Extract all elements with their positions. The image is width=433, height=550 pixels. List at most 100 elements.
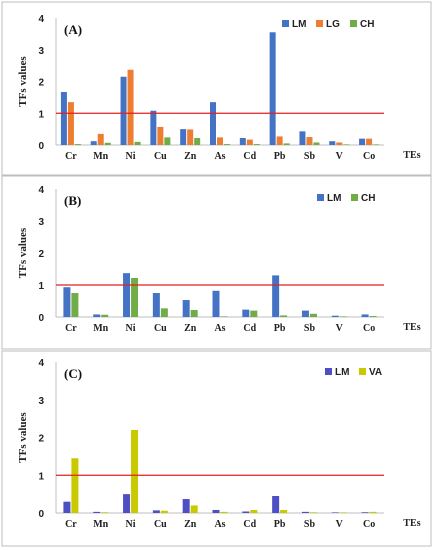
bar-lm-zn bbox=[180, 129, 187, 146]
panel-label: (B) bbox=[64, 193, 81, 208]
legend-label-lg: LG bbox=[326, 19, 340, 30]
x-tick-label: Zn bbox=[184, 323, 197, 334]
bar-lm-cd bbox=[239, 138, 246, 145]
x-tick-label: Pb bbox=[274, 519, 286, 530]
bar-ch-as bbox=[224, 144, 230, 145]
y-tick-label: 2 bbox=[38, 434, 44, 445]
x-tick-label: Mn bbox=[93, 323, 108, 334]
bar-ch-cu bbox=[164, 137, 171, 145]
bar-lm-sb bbox=[301, 310, 309, 317]
bar-lm-ni bbox=[120, 76, 127, 145]
legend-label-ch: CH bbox=[360, 19, 374, 30]
bar-lg-cr bbox=[67, 102, 74, 145]
panel-label: (A) bbox=[64, 22, 82, 37]
bar-ch-zn bbox=[190, 309, 198, 317]
bar-lm-v bbox=[331, 315, 339, 317]
bar-lg-v bbox=[336, 142, 343, 145]
bar-ch-sb bbox=[309, 313, 317, 317]
y-tick-label: 3 bbox=[38, 396, 44, 407]
bar-va-zn bbox=[190, 505, 198, 513]
bar-lg-mn bbox=[97, 133, 104, 145]
bar-lm-as bbox=[210, 102, 216, 145]
bar-ch-zn bbox=[194, 138, 201, 145]
x-tick-label: As bbox=[214, 323, 225, 334]
x-tick-label: V bbox=[336, 519, 344, 530]
bar-ch-pb bbox=[283, 143, 290, 145]
bar-ch-cu bbox=[160, 308, 168, 317]
bar-lm-co bbox=[359, 138, 366, 145]
bar-ch-cd bbox=[250, 310, 258, 317]
bar-lg-cd bbox=[246, 139, 253, 145]
bar-lm-v bbox=[329, 141, 336, 145]
y-tick-label: 0 bbox=[38, 313, 44, 324]
x-tick-label: Pb bbox=[274, 151, 286, 162]
bar-ch-v bbox=[343, 144, 350, 145]
legend-swatch-lm bbox=[325, 368, 332, 375]
bar-va-cd bbox=[250, 509, 258, 513]
legend-swatch-ch bbox=[351, 194, 358, 201]
bar-lg-zn bbox=[187, 129, 194, 145]
legend-swatch-lm bbox=[282, 20, 289, 27]
x-tick-label: Co bbox=[363, 151, 375, 162]
legend-label-va: VA bbox=[369, 367, 382, 378]
bar-va-mn bbox=[101, 512, 109, 513]
bar-lm-sb bbox=[301, 511, 309, 513]
x-tick-label: Cd bbox=[243, 519, 256, 530]
bar-lg-pb bbox=[276, 136, 283, 145]
legend-label-lm: LM bbox=[292, 19, 306, 30]
x-axis-title: TEs bbox=[403, 150, 420, 161]
y-axis-title: TFs values bbox=[17, 412, 29, 463]
y-tick-label: 1 bbox=[38, 281, 44, 292]
bar-ch-mn bbox=[104, 142, 111, 145]
bar-lm-cu bbox=[150, 110, 157, 145]
bar-ch-cr bbox=[74, 144, 81, 145]
bar-lm-ni bbox=[123, 494, 131, 514]
y-tick-label: 2 bbox=[38, 78, 44, 89]
x-tick-label: Cr bbox=[65, 151, 77, 162]
bar-lm-cd bbox=[242, 309, 250, 317]
bar-va-cu bbox=[160, 510, 168, 513]
x-tick-label: Mn bbox=[93, 519, 108, 530]
bar-lm-as bbox=[212, 290, 220, 317]
panel-frame bbox=[1, 175, 432, 350]
x-tick-label: Zn bbox=[184, 151, 197, 162]
y-axis-title: TFs values bbox=[17, 56, 29, 107]
y-tick-label: 4 bbox=[38, 358, 44, 369]
x-tick-label: Co bbox=[363, 323, 375, 334]
bar-ch-as bbox=[220, 316, 228, 317]
bar-ch-ni bbox=[131, 277, 139, 317]
x-tick-label: Ni bbox=[126, 519, 136, 530]
bar-va-as bbox=[220, 511, 228, 513]
chart-panel-1: 0 1 2 3 4 TFs values TEs (A) Cr Mn Ni Cu Zn As Cd Pb Sb V… bbox=[1, 1, 432, 176]
bar-lm-pb bbox=[272, 275, 280, 317]
bar-lm-as bbox=[212, 509, 220, 513]
x-tick-label: Sb bbox=[304, 151, 316, 162]
y-tick-label: 3 bbox=[38, 217, 44, 228]
bar-lm-cr bbox=[63, 287, 71, 317]
y-tick-label: 1 bbox=[38, 109, 44, 120]
y-axis-title: TFs values bbox=[17, 227, 29, 278]
chart-panel-3: 0 1 2 3 4 TFs values TEs (C) Cr Mn Ni Cu Zn As Cd Pb Sb V… bbox=[1, 350, 432, 547]
y-tick-label: 2 bbox=[38, 249, 44, 260]
panel-frame bbox=[1, 1, 432, 176]
bar-lm-zn bbox=[182, 300, 190, 317]
bar-ch-v bbox=[339, 316, 347, 317]
legend-swatch-va bbox=[359, 368, 366, 375]
bar-lm-zn bbox=[182, 499, 190, 513]
bar-lm-cd bbox=[242, 511, 250, 513]
legend: LM CH bbox=[317, 193, 375, 204]
x-tick-label: V bbox=[336, 323, 344, 334]
chart-panel-2: 0 1 2 3 4 TFs values TEs (B) Cr Mn Ni Cu Zn As Cd Pb Sb V… bbox=[1, 175, 432, 350]
x-tick-label: Cu bbox=[154, 519, 167, 530]
x-tick-label: Cr bbox=[65, 519, 77, 530]
bar-va-co bbox=[369, 511, 377, 513]
bar-lm-pb bbox=[269, 32, 276, 145]
x-tick-label: Ni bbox=[126, 323, 136, 334]
x-tick-label: As bbox=[214, 519, 225, 530]
bar-ch-cd bbox=[253, 144, 260, 145]
bar-lm-mn bbox=[93, 314, 101, 317]
x-tick-label: Cu bbox=[154, 151, 167, 162]
legend-swatch-lg bbox=[316, 20, 323, 27]
bar-lm-cr bbox=[60, 91, 67, 145]
